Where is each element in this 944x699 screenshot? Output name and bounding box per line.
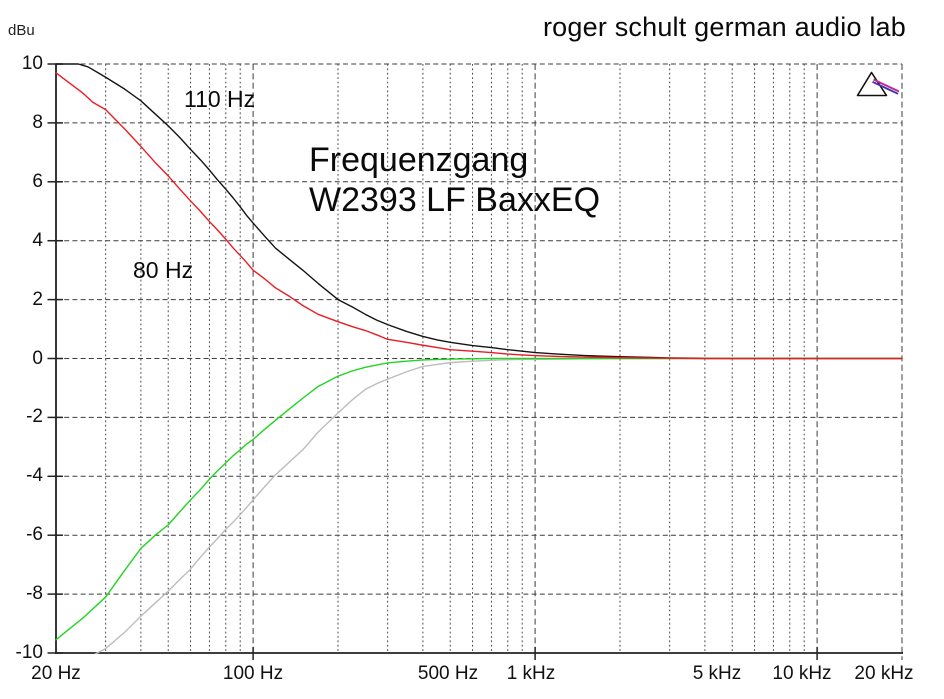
chart-title-line2: W2393 LF BaxxEQ bbox=[309, 181, 601, 219]
y-tick-label-0: 0 bbox=[32, 347, 43, 369]
response-curves bbox=[55, 63, 903, 654]
curve-110-hz-shelf-boost bbox=[55, 63, 903, 360]
x-tick-label-5-khz: 5 kHz bbox=[692, 663, 742, 684]
curve-label-110hz: 110 Hz bbox=[184, 86, 256, 112]
x-tick-label-10-khz: 10 kHz bbox=[772, 663, 832, 684]
y-tick-label--2: -2 bbox=[26, 406, 43, 428]
y-tick-label-10: 10 bbox=[21, 53, 43, 74]
chart-title: Frequenzgang W2393 LF BaxxEQ bbox=[309, 140, 600, 220]
x-tick-label-20-khz: 20 kHz bbox=[854, 663, 914, 684]
y-tick-label-2: 2 bbox=[32, 288, 43, 310]
y-axis-unit-label: dBu bbox=[8, 22, 35, 39]
chart-title-line1: Frequenzgang bbox=[309, 141, 529, 179]
y-tick-label--4: -4 bbox=[26, 465, 43, 487]
y-tick-label--8: -8 bbox=[26, 583, 43, 605]
curve-label-80hz: 80 Hz bbox=[133, 257, 194, 283]
axes bbox=[47, 63, 903, 660]
x-tick-label-100-hz: 100 Hz bbox=[222, 663, 284, 684]
brand-text: roger schult german audio lab bbox=[542, 12, 906, 42]
grid-lines bbox=[56, 63, 903, 660]
y-tick-label-6: 6 bbox=[32, 170, 43, 192]
x-tick-label-500-hz: 500 Hz bbox=[417, 663, 479, 684]
x-tick-label-20-hz: 20 Hz bbox=[31, 663, 81, 684]
x-tick-label-1-khz: 1 kHz bbox=[506, 663, 556, 684]
curve-80-hz-shelf-boost bbox=[55, 72, 903, 360]
y-tick-label--10: -10 bbox=[15, 642, 43, 663]
curve-110-hz-shelf-cut bbox=[93, 357, 903, 654]
curve-80-hz-shelf-cut bbox=[55, 357, 903, 641]
y-tick-label-8: 8 bbox=[32, 111, 43, 133]
y-tick-label--6: -6 bbox=[26, 524, 43, 546]
prism-logo-icon bbox=[856, 71, 900, 97]
y-tick-label-4: 4 bbox=[32, 229, 43, 251]
